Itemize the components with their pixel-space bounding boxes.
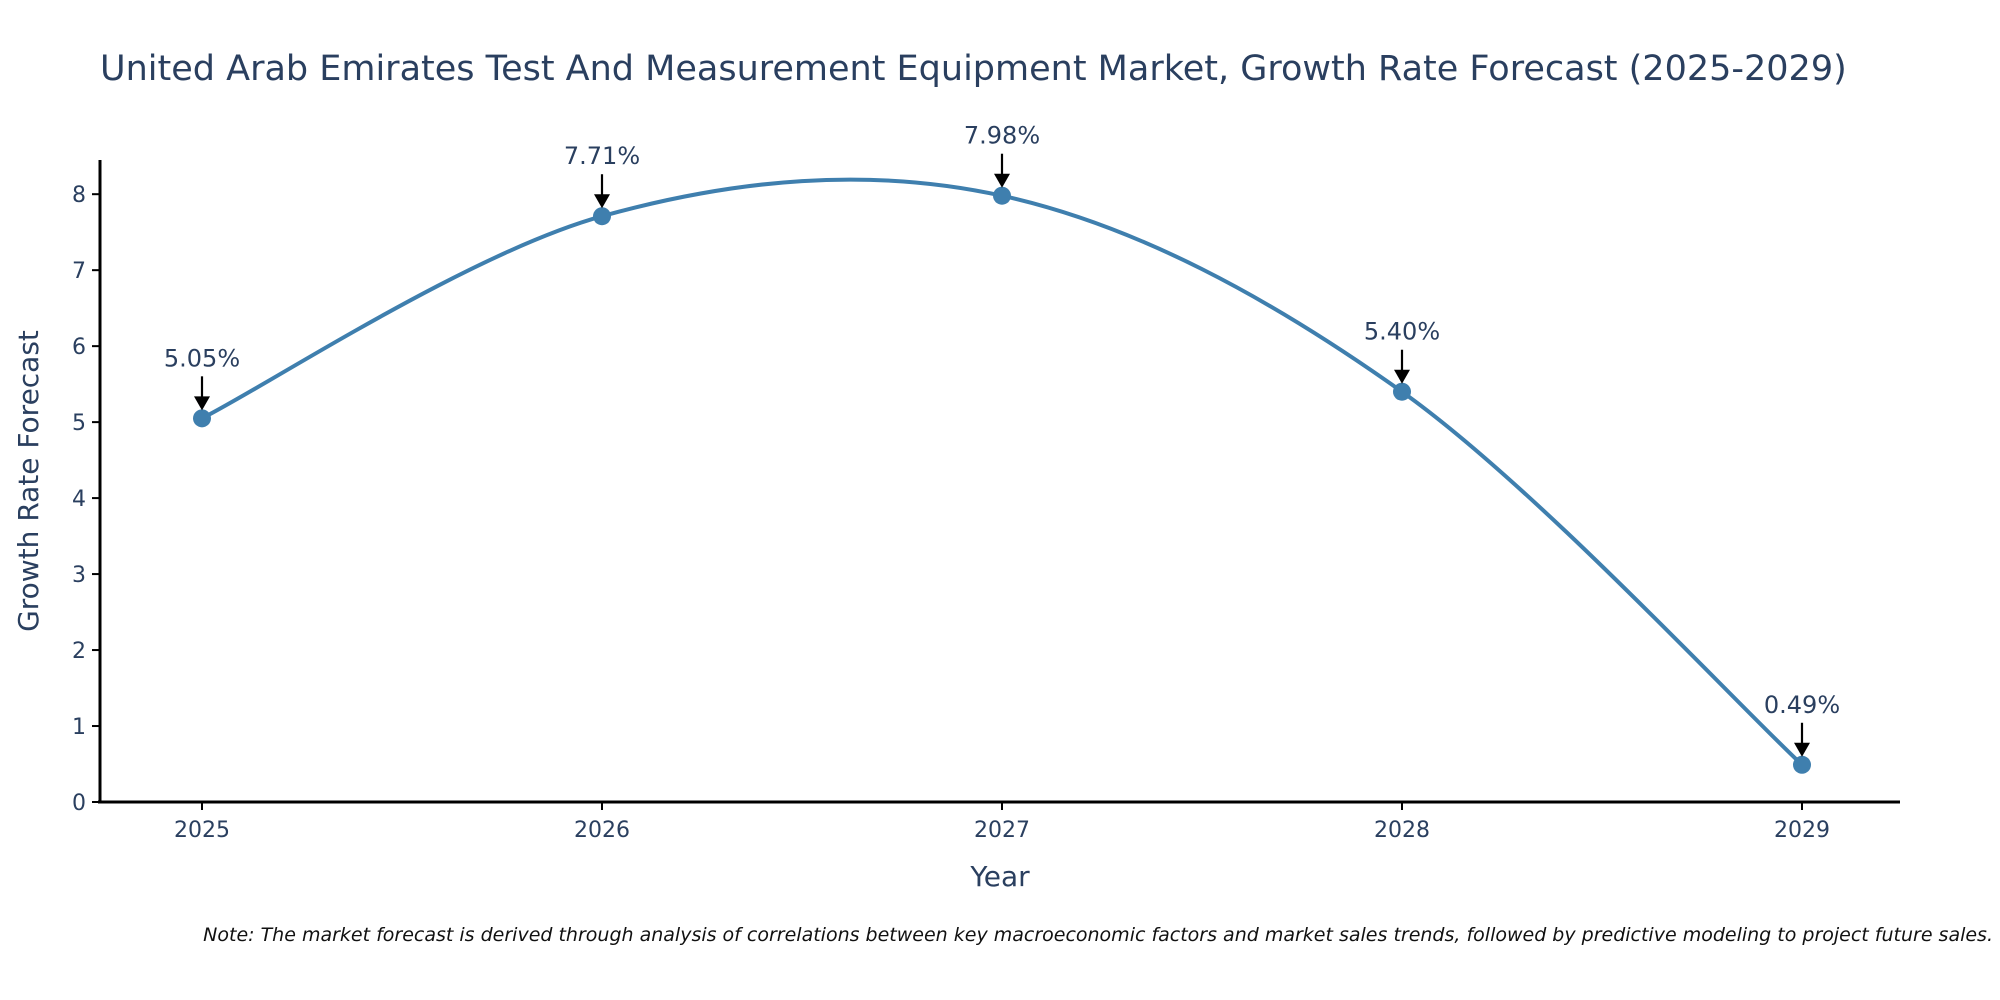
- annotation-arrowhead: [1394, 369, 1410, 384]
- y-tick-label: 1: [72, 715, 86, 740]
- x-tick-label: 2027: [974, 818, 1030, 843]
- annotation-arrowhead: [994, 173, 1010, 188]
- data-point: [993, 186, 1011, 205]
- y-axis-title: Growth Rate Forecast: [12, 330, 45, 632]
- chart-title: United Arab Emirates Test And Measuremen…: [100, 49, 1847, 89]
- data-annotations: 5.05% 7.71% 7.98% 5.40% 0.49%: [164, 122, 1840, 757]
- data-label: 0.49%: [1764, 691, 1840, 719]
- x-tick-label: 2028: [1374, 818, 1430, 843]
- data-label: 7.71%: [564, 142, 640, 170]
- y-tick-label: 5: [72, 411, 86, 436]
- x-tick-label: 2025: [174, 818, 230, 843]
- chart-note: Note: The market forecast is derived thr…: [203, 924, 1993, 946]
- data-point: [1393, 382, 1411, 401]
- y-tick-label: 2: [72, 639, 86, 664]
- y-tick-label: 7: [72, 259, 86, 284]
- data-point: [193, 409, 211, 428]
- series-line: [200, 177, 1804, 767]
- data-point: [1793, 755, 1811, 774]
- annotation-arrowhead: [194, 396, 210, 411]
- y-tick-label: 6: [72, 335, 86, 360]
- data-label: 5.05%: [164, 344, 240, 372]
- y-axis-ticks: 0 1 2 3 4 5 6 7 8: [72, 183, 100, 816]
- y-tick-label: 3: [72, 563, 86, 588]
- y-tick-label: 0: [72, 791, 86, 816]
- data-label: 5.40%: [1364, 318, 1440, 346]
- x-tick-label: 2029: [1774, 818, 1830, 843]
- y-tick-label: 8: [72, 183, 86, 208]
- data-points: [193, 186, 1811, 774]
- x-axis-title: Year: [969, 860, 1030, 893]
- annotation-arrowhead: [594, 194, 610, 209]
- data-label: 7.98%: [964, 122, 1040, 150]
- annotation-arrowhead: [1794, 742, 1810, 757]
- y-tick-label: 4: [72, 487, 86, 512]
- plot-area: 0 1 2 3 4 5 6 7 8 2025 2026 2027 2028 2029 5.05% 7.71…: [72, 122, 1900, 843]
- x-tick-label: 2026: [574, 818, 630, 843]
- x-axis-ticks: 2025 2026 2027 2028 2029: [174, 802, 1830, 843]
- data-point: [593, 207, 611, 226]
